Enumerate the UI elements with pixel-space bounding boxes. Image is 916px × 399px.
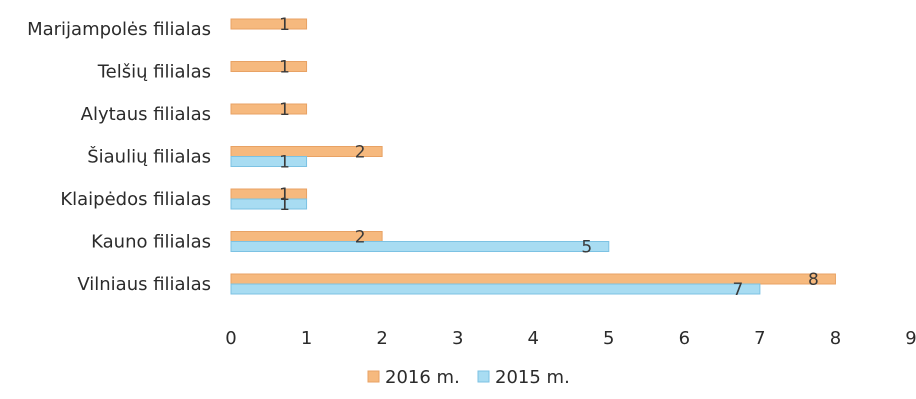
tick-label: 6: [679, 328, 690, 349]
category-label: Alytaus filialas: [81, 104, 211, 125]
data-label: 1: [279, 195, 290, 215]
tick-label: 7: [754, 328, 765, 349]
legend-swatch-2015: [477, 370, 490, 383]
category-label: Šiaulių filialas: [87, 146, 211, 168]
tick-label: 4: [527, 328, 538, 349]
category-label: Telšių filialas: [97, 62, 211, 83]
category-axis: Marijampolės filialas Telšių filialas Alyt…: [27, 19, 211, 295]
value-axis: 0 1 2 3 4 5 6 7 8 9: [225, 328, 916, 349]
category-label: Klaipėdos filialas: [60, 189, 211, 210]
bar-2016: [230, 273, 836, 285]
bar-2016: [230, 18, 308, 30]
data-label: 8: [808, 270, 819, 290]
bar-2015: [230, 198, 308, 210]
legend-swatch-2016: [367, 370, 380, 383]
tick-label: 8: [830, 328, 841, 349]
legend: 2016 m. 2015 m.: [367, 367, 570, 388]
tick-label: 2: [376, 328, 387, 349]
data-label: 1: [279, 100, 290, 120]
data-label: 2: [355, 228, 366, 248]
bar-2015: [230, 241, 610, 252]
tick-label: 3: [452, 328, 463, 349]
data-label: 2: [355, 143, 366, 163]
data-label: 1: [279, 185, 290, 205]
bar-2015: [230, 283, 761, 295]
tick-label: 5: [603, 328, 614, 349]
category-label: Kauno filialas: [91, 232, 211, 253]
bar-2016: [230, 61, 308, 72]
legend-label: 2016 m.: [385, 367, 460, 388]
bar-2015: [230, 156, 308, 167]
tick-label: 9: [905, 328, 916, 349]
data-label: 7: [732, 280, 743, 300]
bars-layer: [230, 18, 836, 295]
bar-2016: [230, 103, 308, 115]
data-label: 5: [581, 238, 592, 258]
data-label: 1: [279, 153, 290, 173]
tick-label: 1: [301, 328, 312, 349]
bar-2016: [230, 188, 308, 200]
category-label: Marijampolės filialas: [27, 19, 211, 40]
category-label: Vilniaus filialas: [77, 274, 211, 295]
legend-label: 2015 m.: [495, 367, 570, 388]
data-label: 1: [279, 15, 290, 35]
data-label: 1: [279, 58, 290, 78]
tick-label: 0: [225, 328, 236, 349]
